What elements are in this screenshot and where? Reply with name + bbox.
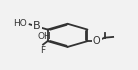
Text: F: F (40, 46, 46, 55)
Text: B: B (33, 21, 41, 31)
Text: HO: HO (13, 19, 27, 28)
Text: O: O (93, 36, 100, 46)
Text: OH: OH (38, 32, 51, 41)
